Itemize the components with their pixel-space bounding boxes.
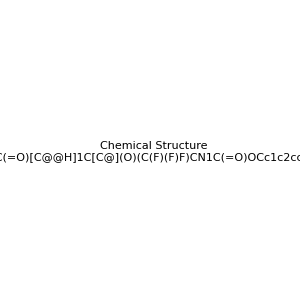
Text: Chemical Structure
OC(=O)[C@@H]1C[C@](O)(C(F)(F)F)CN1C(=O)OCc1c2ccccc: Chemical Structure OC(=O)[C@@H]1C[C@](O)… [0,141,300,162]
